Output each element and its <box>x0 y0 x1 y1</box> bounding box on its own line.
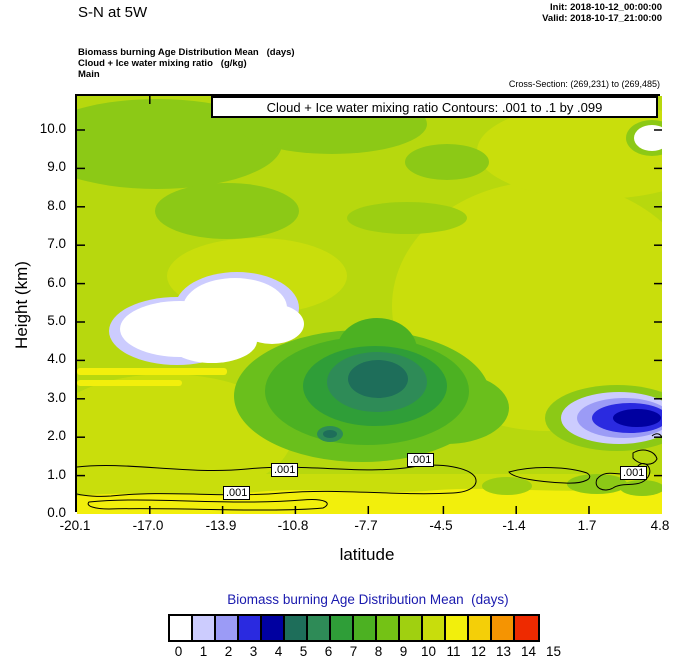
y-tick-label: 0.0 <box>47 505 66 520</box>
colorbar-value: 11 <box>446 644 461 659</box>
y-tick-label: 7.0 <box>47 236 66 251</box>
colorbar-value: 3 <box>249 644 258 659</box>
field-descriptions: Biomass burning Age Distribution Mean (d… <box>78 47 295 80</box>
colorbar-value: 8 <box>374 644 383 659</box>
colorbar-value: 9 <box>399 644 408 659</box>
colorbar-cell <box>216 616 239 640</box>
colorbar-cell <box>400 616 423 640</box>
colorbar-cell <box>308 616 331 640</box>
contour-plot-canvas <box>77 96 662 514</box>
colorbar-cell <box>377 616 400 640</box>
y-tick-label: 6.0 <box>47 275 66 290</box>
colorbar-cell <box>262 616 285 640</box>
contour-label-001: .001 <box>223 486 251 500</box>
colorbar-cell <box>170 616 193 640</box>
contour-info-box: Cloud + Ice water mixing ratio Contours:… <box>211 96 658 118</box>
x-tick-label: -17.0 <box>132 518 164 533</box>
colorbar-cell <box>285 616 308 640</box>
y-tick-label: 1.0 <box>47 467 66 482</box>
x-tick-label: 4.8 <box>650 518 670 533</box>
valid-timestamp: Valid: 2018-10-17_21:00:00 <box>542 13 662 24</box>
colorbar-cell <box>331 616 354 640</box>
colorbar-values: 0 1 2 3 4 5 6 7 8 9 10 11 12 13 14 15 <box>166 644 566 659</box>
colorbar <box>168 614 540 642</box>
colorbar-value: 2 <box>224 644 233 659</box>
cross-section-label: Cross-Section: (269,231) to (269,485) <box>508 79 660 89</box>
x-tick-label: -4.5 <box>429 518 453 533</box>
x-tick-label: -7.7 <box>354 518 378 533</box>
field-line-domain: Main <box>78 69 100 80</box>
y-tick-label: 4.0 <box>47 351 66 366</box>
page-title: S-N at 5W <box>78 4 148 21</box>
colorbar-value: 0 <box>174 644 183 659</box>
colorbar-cell <box>239 616 262 640</box>
contour-label-001: .001 <box>620 466 648 480</box>
colorbar-cell <box>469 616 492 640</box>
colorbar-value: 10 <box>420 644 437 659</box>
field-line-contour: Cloud + Ice water mixing ratio (g/kg) <box>78 58 247 69</box>
contour-label-001: .001 <box>271 463 299 477</box>
x-tick-label: -10.8 <box>277 518 309 533</box>
y-tick-label: 9.0 <box>47 159 66 174</box>
y-tick-label: 5.0 <box>47 313 66 328</box>
shaded-field <box>77 96 662 514</box>
colorbar-value: 1 <box>199 644 208 659</box>
colorbar-cell <box>193 616 216 640</box>
y-tick-label: 10.0 <box>39 121 66 136</box>
x-tick-label: -13.9 <box>205 518 237 533</box>
colorbar-value: 4 <box>274 644 283 659</box>
x-tick-label: 1.7 <box>577 518 597 533</box>
y-tick-label: 3.0 <box>47 390 66 405</box>
colorbar-cell <box>354 616 377 640</box>
init-timestamp: Init: 2018-10-12_00:00:00 <box>550 2 662 13</box>
colorbar-cell <box>492 616 515 640</box>
colorbar-value: 13 <box>495 644 512 659</box>
colorbar-value: 6 <box>324 644 333 659</box>
y-tick-label: 8.0 <box>47 198 66 213</box>
colorbar-value: 15 <box>545 644 562 659</box>
colorbar-cell <box>446 616 469 640</box>
y-tick-label: 2.0 <box>47 428 66 443</box>
x-tick-label: -1.4 <box>502 518 526 533</box>
contour-label-001: .001 <box>407 453 435 467</box>
colorbar-cell <box>423 616 446 640</box>
colorbar-value: 12 <box>470 644 487 659</box>
colorbar-value: 5 <box>299 644 308 659</box>
run-timestamps: Init: 2018-10-12_00:00:00 Valid: 2018-10… <box>542 2 662 24</box>
field-line-shaded: Biomass burning Age Distribution Mean (d… <box>78 47 295 58</box>
colorbar-cell <box>515 616 538 640</box>
colorbar-value: 7 <box>349 644 358 659</box>
colorbar-value: 14 <box>520 644 537 659</box>
x-tick-label: -20.1 <box>59 518 91 533</box>
plot-area: Cloud + Ice water mixing ratio Contours:… <box>75 94 662 514</box>
legend-title: Biomass burning Age Distribution Mean (d… <box>227 592 509 607</box>
x-axis-title: latitude <box>339 545 395 564</box>
